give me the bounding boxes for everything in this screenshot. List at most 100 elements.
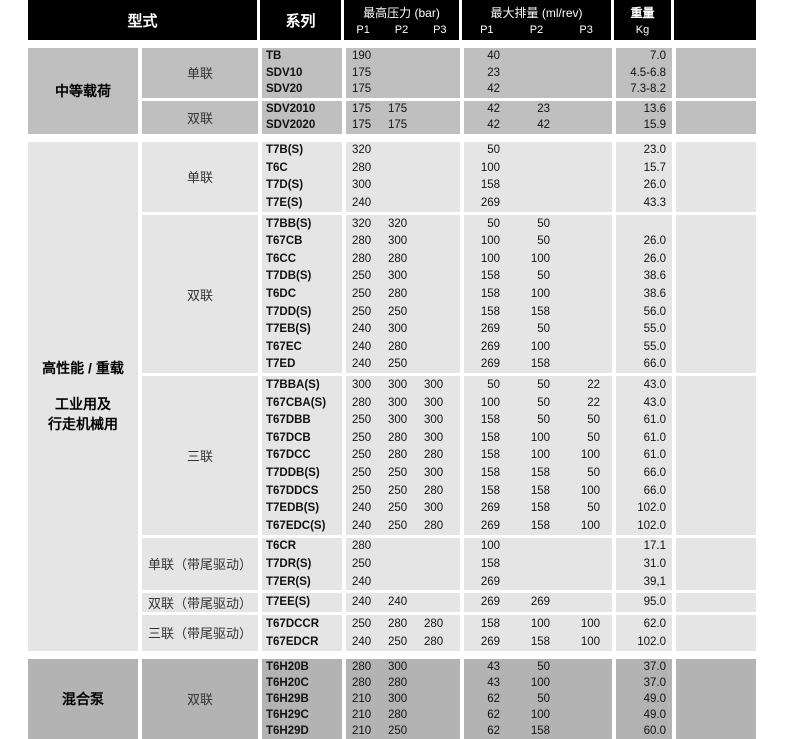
group-label: 单联（带尾驱动） xyxy=(142,537,258,591)
displacement-p1: 158 xyxy=(480,288,500,301)
weight-row: 49.0 xyxy=(616,707,666,723)
weight-cell: 17.1 31.0 39,1 xyxy=(616,537,672,591)
section-label: 混合泵 xyxy=(28,658,138,739)
pressure-p1: 240 xyxy=(352,502,372,515)
series-name: SDV2010 xyxy=(266,102,316,115)
displacement-p1: 158 xyxy=(480,270,500,283)
pressure-p2: 280 xyxy=(388,252,408,265)
weight-row: 38.6 xyxy=(616,285,666,303)
pressure-row: 280 300 xyxy=(352,659,460,675)
weight-row: 37.0 xyxy=(616,659,666,675)
displacement-p1: 158 xyxy=(480,414,500,427)
weight-row: 26.0 xyxy=(616,250,666,268)
displacement-row: 43 100 xyxy=(464,675,612,691)
displacement-row: 23 xyxy=(464,65,612,82)
weight-value: 61.0 xyxy=(643,449,666,462)
weight-cell: 43.0 43.0 61.0 61.0 61.0 66.0 66.0 102.0 102.0 xyxy=(616,376,672,535)
weight-value: 49.0 xyxy=(643,692,666,705)
displacement-p2: 100 xyxy=(530,676,550,689)
table-row: T6C xyxy=(266,159,342,177)
displacement-row: 158 50 50 xyxy=(464,411,612,429)
section-hybrid: 混合泵 双联 T6H20B T6H20C T6H29B T6H29C T6H29D 280 30… xyxy=(28,658,756,739)
displacement-p1: 269 xyxy=(480,519,500,532)
weight-value: 17.1 xyxy=(643,540,666,553)
table-row: T67DCCR xyxy=(266,615,342,633)
displacement-p1: 100 xyxy=(480,235,500,248)
pressure-p1: 280 xyxy=(352,540,372,553)
header-p3: P3 xyxy=(433,24,447,36)
pressure-cell: 280 250 240 xyxy=(346,537,460,591)
pressure-p1: 280 xyxy=(352,161,372,174)
series-name: T67DCB xyxy=(266,431,311,444)
table-row: T6H20B xyxy=(266,659,342,675)
weight-cell: 95.0 xyxy=(616,593,672,613)
weight-value: 31.0 xyxy=(643,557,666,570)
weight-row: 15.9 xyxy=(616,117,666,134)
pressure-p1: 250 xyxy=(352,414,372,427)
displacement-row: 100 100 xyxy=(464,250,612,268)
pressure-p1: 320 xyxy=(352,144,372,157)
series-name: T7DDB(S) xyxy=(266,466,320,479)
weight-cell: 26.0 26.0 38.6 38.6 56.0 55.0 55.0 66.0 xyxy=(616,214,672,374)
displacement-row: 40 xyxy=(464,48,612,65)
pressure-p2: 300 xyxy=(388,414,408,427)
pressure-p3: 300 xyxy=(424,502,444,515)
displacement-p1: 50 xyxy=(487,144,500,157)
displacement-row: 158 100 100 xyxy=(464,447,612,465)
pressure-p1: 280 xyxy=(352,252,372,265)
pressure-cell: 280 300 280 280 210 300 210 280 210 250 xyxy=(346,658,460,739)
pressure-row: 280 300 xyxy=(352,232,460,250)
series-name: T7BB(S) xyxy=(266,217,312,230)
displacement-p2: 50 xyxy=(537,414,550,427)
group-5: 三联（带尾驱动） T67DCCR T67EDCR 250 280 280 240 250 280… xyxy=(142,615,756,651)
pressure-p1: 175 xyxy=(352,66,372,79)
weight-row: 66.0 xyxy=(616,482,666,500)
pressure-row: 320 xyxy=(352,142,460,160)
series-name: T7EE(S) xyxy=(266,596,311,609)
pressure-p1: 240 xyxy=(352,635,372,648)
displacement-p1: 42 xyxy=(487,102,500,115)
series-name: T7DD(S) xyxy=(266,305,312,318)
displacement-row: 269 xyxy=(464,573,612,591)
displacement-p1: 100 xyxy=(480,252,500,265)
pressure-row: 250 280 xyxy=(352,285,460,303)
pressure-row: 175 175 xyxy=(352,117,460,134)
pressure-row: 240 xyxy=(352,194,460,212)
displacement-row: 269 158 xyxy=(464,356,612,374)
weight-row: 37.0 xyxy=(616,675,666,691)
pressure-row: 250 280 280 xyxy=(352,447,460,465)
pressure-row: 250 280 280 xyxy=(352,615,460,633)
displacement-p1: 50 xyxy=(487,379,500,392)
header-type: 型式 xyxy=(28,0,260,40)
group-3: 单联（带尾驱动） T6CR T7DR(S) T7ER(S) 280 250 240 100 15… xyxy=(142,537,756,591)
table-row: T67EDCR xyxy=(266,633,342,651)
displacement-cell: 50 100 158 269 xyxy=(464,141,612,212)
displacement-row: 269 158 50 xyxy=(464,499,612,517)
series-cell: T6CR T7DR(S) T7ER(S) xyxy=(262,537,342,591)
group-4: 双联（带尾驱动） T7EE(S) 240 240 269 269 95.0 xyxy=(142,593,756,613)
displacement-p2: 50 xyxy=(537,270,550,283)
pressure-p1: 240 xyxy=(352,519,372,532)
series-name: T7ED xyxy=(266,358,296,371)
pressure-row: 250 250 xyxy=(352,303,460,321)
weight-value: 66.0 xyxy=(643,484,666,497)
pressure-p3: 280 xyxy=(424,449,444,462)
table-row: T67EDC(S) xyxy=(266,517,342,535)
table-row: T7BBA(S) xyxy=(266,376,342,394)
pressure-p2: 250 xyxy=(388,724,408,737)
table-row: T6H20C xyxy=(266,675,342,691)
pressure-p2: 250 xyxy=(388,502,408,515)
displacement-p1: 269 xyxy=(480,575,500,588)
pressure-p1: 280 xyxy=(352,660,372,673)
displacement-p3: 100 xyxy=(580,618,600,631)
pressure-cell: 240 240 xyxy=(346,593,460,613)
displacement-p3: 100 xyxy=(580,635,600,648)
pressure-p1: 240 xyxy=(352,575,372,588)
blank-cell xyxy=(676,214,756,374)
displacement-p2: 158 xyxy=(530,305,550,318)
table-row: T67CBA(S) xyxy=(266,394,342,412)
displacement-p1: 158 xyxy=(480,618,500,631)
table-row: SDV2010 xyxy=(266,101,342,118)
group-label: 双联 xyxy=(142,658,258,739)
displacement-row: 269 100 xyxy=(464,338,612,356)
